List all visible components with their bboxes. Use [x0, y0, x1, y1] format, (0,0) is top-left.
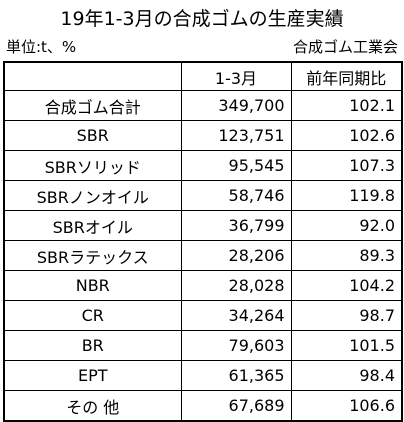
- row-label: その 他: [3, 390, 182, 422]
- value-cell: 61,365: [180, 360, 292, 391]
- column-header: 前年同期比: [290, 61, 403, 91]
- value-cell: 107.3: [290, 150, 403, 181]
- value-cell: 102.6: [290, 120, 403, 151]
- value-cell: 98.7: [290, 300, 403, 331]
- row-label: EPT: [3, 360, 182, 391]
- row-label: SBRノンオイル: [3, 180, 182, 211]
- row-label: SBRソリッド: [3, 150, 182, 181]
- row-label: SBRラテックス: [3, 240, 182, 271]
- value-cell: 36,799: [180, 210, 292, 241]
- value-cell: 28,206: [180, 240, 292, 271]
- table-row: EPT 61,365 98.4: [3, 360, 403, 391]
- value-cell: 92.0: [290, 210, 403, 241]
- table-row: NBR 28,028 104.2: [3, 270, 403, 301]
- table-row: CR 34,264 98.7: [3, 300, 403, 331]
- row-label: SBR: [3, 120, 182, 151]
- value-cell: 349,700: [180, 90, 292, 121]
- value-cell: 95,545: [180, 150, 292, 181]
- row-label: BR: [3, 330, 182, 361]
- table-row: SBRラテックス 28,206 89.3: [3, 240, 403, 271]
- source-note: 合成ゴム工業会: [292, 38, 398, 56]
- value-cell: 98.4: [290, 360, 403, 391]
- table-row: その 他 67,689 106.6: [3, 390, 403, 422]
- value-cell: 123,751: [180, 120, 292, 151]
- production-table: 1-3月 前年同期比 合成ゴム合計 349,700 102.1 SBR 123,751 1…: [3, 61, 403, 422]
- table-row: SBRオイル 36,799 92.0: [3, 210, 403, 241]
- value-cell: 28,028: [180, 270, 292, 301]
- column-header: 1-3月: [180, 61, 292, 91]
- table-row: SBRノンオイル 58,746 119.8: [3, 180, 403, 211]
- corner-cell: [3, 61, 182, 91]
- table-row: 合成ゴム合計 349,700 102.1: [3, 90, 403, 121]
- value-cell: 119.8: [290, 180, 403, 211]
- table-row: SBR 123,751 102.6: [3, 120, 403, 151]
- unit-note: 単位:t、%: [6, 38, 77, 56]
- row-label: 合成ゴム合計: [3, 90, 182, 121]
- value-cell: 101.5: [290, 330, 403, 361]
- title: 19年1-3月の合成ゴムの生産実績: [60, 8, 344, 30]
- value-cell: 58,746: [180, 180, 292, 211]
- row-label: SBRオイル: [3, 210, 182, 241]
- value-cell: 104.2: [290, 270, 403, 301]
- value-cell: 79,603: [180, 330, 292, 361]
- value-cell: 67,689: [180, 390, 292, 422]
- table-body: 合成ゴム合計 349,700 102.1 SBR 123,751 102.6 SBRソリッド…: [3, 90, 403, 422]
- value-cell: 34,264: [180, 300, 292, 331]
- row-label: NBR: [3, 270, 182, 301]
- value-cell: 106.6: [290, 390, 403, 422]
- value-cell: 102.1: [290, 90, 403, 121]
- table-row: SBRソリッド 95,545 107.3: [3, 150, 403, 181]
- table-row: BR 79,603 101.5: [3, 330, 403, 361]
- value-cell: 89.3: [290, 240, 403, 271]
- row-label: CR: [3, 300, 182, 331]
- header-row: 1-3月 前年同期比: [3, 61, 403, 91]
